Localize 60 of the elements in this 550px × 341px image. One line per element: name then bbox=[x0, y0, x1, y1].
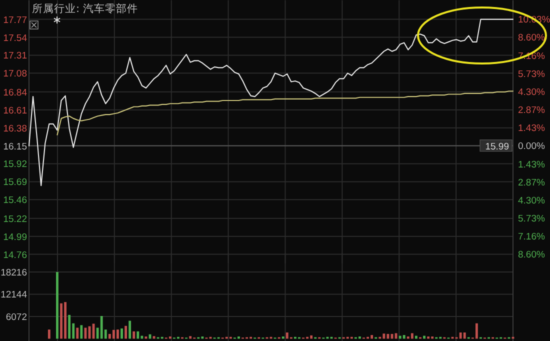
bar bbox=[112, 330, 115, 339]
y2-tick-label: 5.73% bbox=[518, 68, 546, 80]
annotation: 15.99 bbox=[485, 141, 509, 152]
line-series bbox=[56, 90, 514, 136]
bar bbox=[402, 335, 406, 339]
line-series bbox=[28, 18, 514, 186]
bar bbox=[68, 314, 71, 339]
bar bbox=[108, 334, 111, 339]
bar bbox=[64, 302, 67, 339]
y-tick-label: 12144 bbox=[0, 290, 27, 301]
y2-tick-label: 8.60% bbox=[518, 32, 546, 44]
bar bbox=[76, 328, 79, 339]
y-tick-label: 14.99 bbox=[3, 232, 27, 243]
y2-tick-label: 5.73% bbox=[518, 214, 546, 224]
bar bbox=[48, 330, 50, 339]
bar bbox=[475, 323, 478, 339]
y2-tick-label: 2.87% bbox=[518, 105, 546, 116]
bar bbox=[463, 332, 466, 339]
bar bbox=[124, 326, 128, 339]
y-tick-label: 17.31 bbox=[3, 50, 27, 62]
y-tick-label: 16.38 bbox=[3, 123, 27, 134]
bar bbox=[120, 328, 123, 339]
y2-tick-label: 0.00% bbox=[518, 141, 546, 152]
y-tick-label: 16.61 bbox=[3, 105, 27, 116]
y-tick-label: 15.22 bbox=[3, 214, 27, 225]
y2-tick-label: 1.43% bbox=[518, 159, 546, 170]
y-tick-label: 15.69 bbox=[3, 177, 27, 188]
bar bbox=[370, 335, 374, 339]
bar bbox=[382, 334, 386, 339]
y-tick-label: 16.84 bbox=[3, 87, 27, 98]
bar bbox=[128, 320, 132, 339]
bar bbox=[56, 272, 58, 339]
y-tick-label: 6072 bbox=[6, 312, 27, 323]
bar bbox=[60, 303, 62, 339]
bar bbox=[410, 333, 414, 339]
bar bbox=[189, 336, 192, 339]
y2-tick-label: 1.43% bbox=[518, 123, 546, 134]
y2-tick-label: 4.30% bbox=[518, 195, 546, 206]
bar bbox=[310, 335, 313, 339]
bar bbox=[459, 332, 462, 339]
bar bbox=[132, 331, 136, 339]
y2-tick-label: 4.30% bbox=[518, 86, 546, 98]
bar bbox=[286, 332, 288, 339]
y-tick-label: 18216 bbox=[0, 268, 27, 278]
chart-title: 所属行业: 汽车零部件 bbox=[32, 2, 138, 15]
bar bbox=[100, 316, 103, 339]
y2-tick-label: 7.16% bbox=[518, 232, 546, 243]
y-tick-label: 15.92 bbox=[3, 159, 27, 170]
y-tick-label: 16.15 bbox=[3, 141, 27, 152]
y-tick-label: 17.54 bbox=[3, 32, 27, 44]
y-tick-label: 14.76 bbox=[3, 250, 27, 261]
bar bbox=[136, 331, 140, 339]
y-tick-label: 17.08 bbox=[3, 68, 27, 80]
y2-tick-label: 8.60% bbox=[518, 250, 546, 261]
bar bbox=[116, 330, 119, 339]
bar bbox=[80, 325, 83, 339]
y-tick-label: 17.77 bbox=[3, 14, 27, 26]
annotation: 15.99 bbox=[480, 140, 512, 152]
y2-tick-label: 2.87% bbox=[518, 177, 546, 188]
y-tick-label: 15.46 bbox=[3, 195, 27, 206]
